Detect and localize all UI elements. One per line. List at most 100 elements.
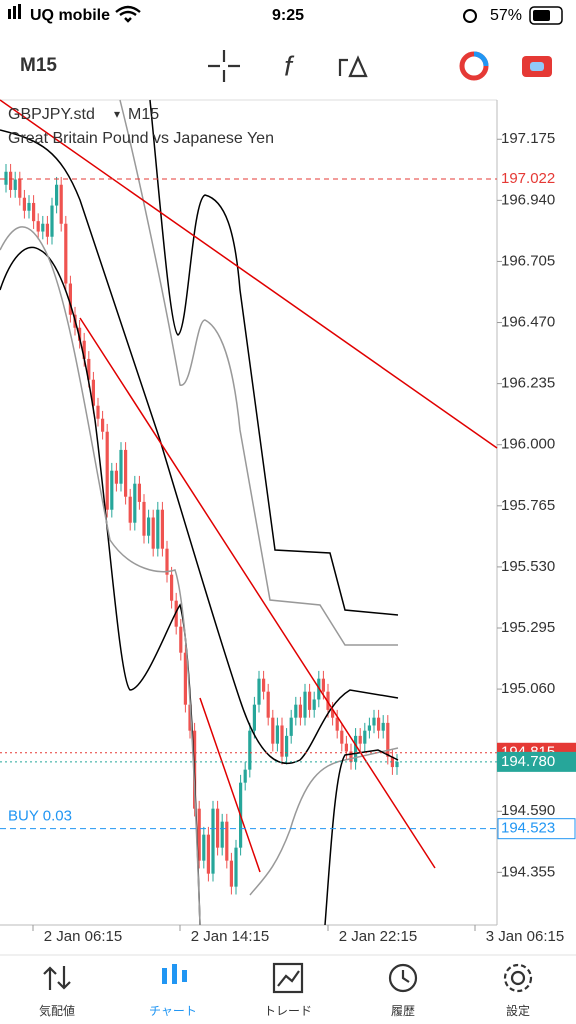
tab-label[interactable]: 履歴	[391, 1004, 415, 1018]
y-tick-label: 196.940	[501, 191, 555, 208]
tab-label[interactable]: チャート	[149, 1004, 197, 1018]
candle-body	[344, 743, 348, 752]
signal-icon	[13, 6, 16, 19]
quotes-icon	[43, 966, 71, 990]
candle-body	[137, 483, 141, 502]
candle-body	[211, 808, 215, 874]
candle-body	[225, 821, 229, 861]
candle-body	[133, 483, 137, 523]
candle-body	[367, 725, 371, 731]
candle-body	[220, 821, 224, 848]
trend-lines	[0, 99, 498, 873]
candle-body	[55, 184, 59, 206]
candle-body	[262, 678, 266, 692]
candle-body	[312, 699, 316, 710]
objects-button[interactable]	[338, 55, 368, 78]
candle-body	[234, 847, 238, 887]
trade-icon	[272, 962, 304, 994]
x-tick-label: 2 Jan 22:15	[339, 928, 417, 945]
tab-label[interactable]: 気配値	[39, 1003, 75, 1018]
candle-body	[142, 501, 146, 536]
candle-body	[331, 709, 335, 718]
x-tick-label: 2 Jan 14:15	[191, 928, 269, 945]
chart-icon	[162, 964, 187, 984]
position-label: BUY 0.03	[8, 808, 72, 825]
candle-body	[13, 179, 17, 190]
candle-body	[183, 652, 187, 705]
tab-label[interactable]: 設定	[506, 1003, 530, 1018]
candle-body	[216, 808, 220, 848]
battery-level: 57%	[490, 7, 522, 24]
settings-icon	[503, 963, 533, 993]
candle-body	[22, 197, 26, 211]
candle-body	[243, 769, 247, 783]
candle-body	[266, 691, 270, 718]
candle-body	[101, 418, 105, 432]
candles	[4, 163, 399, 895]
candle-body	[386, 722, 390, 757]
candle-body	[68, 283, 72, 315]
candle-body	[188, 704, 192, 731]
candle-body	[119, 449, 123, 484]
candle-body	[82, 340, 86, 359]
y-tick-label: 195.765	[501, 497, 555, 514]
candle-body	[372, 717, 376, 726]
y-tick-label: 195.060	[501, 680, 555, 697]
signal-icon	[18, 4, 21, 19]
account-button-accent	[530, 62, 544, 71]
crosshair-button[interactable]	[208, 50, 240, 82]
candle-body	[381, 722, 385, 731]
candle-body	[202, 834, 206, 861]
chart-symbol: GBPJPY.std	[8, 106, 95, 123]
candle-body	[110, 470, 114, 510]
price-label-border	[497, 818, 576, 840]
candle-body	[50, 205, 54, 237]
tab-label[interactable]: トレード	[264, 1004, 312, 1018]
y-tick-label: 194.355	[501, 863, 555, 880]
timeframe-button[interactable]: M15	[20, 55, 57, 76]
candle-body	[354, 735, 358, 762]
y-tick-label: 195.530	[501, 558, 555, 575]
y-tick-label: 196.470	[501, 313, 555, 330]
candle-body	[340, 730, 344, 744]
candle-body	[124, 449, 128, 497]
candle-body	[4, 171, 8, 185]
candle-body	[156, 509, 160, 549]
y-tick-label: 195.295	[501, 619, 555, 636]
candle-body	[36, 221, 40, 232]
candle-body	[147, 517, 151, 536]
indicators-button[interactable]: f	[284, 50, 295, 81]
bollinger-bands	[0, 99, 399, 926]
candle-body	[363, 730, 367, 744]
lock-icon	[463, 9, 477, 23]
y-tick-label: 196.000	[501, 436, 555, 453]
x-tick-label: 2 Jan 06:15	[44, 928, 122, 945]
price-line-label: 194.780	[501, 753, 555, 770]
y-tick-label: 194.590	[501, 802, 555, 819]
candle-body	[294, 704, 298, 718]
candle-body	[27, 202, 31, 211]
candle-body	[151, 517, 155, 549]
signal-icon	[8, 9, 11, 19]
candle-body	[257, 678, 261, 705]
candle-body	[252, 704, 256, 731]
clock: 9:25	[272, 7, 304, 24]
candle-body	[87, 358, 91, 380]
candle-body	[280, 725, 284, 757]
candle-body	[96, 405, 100, 419]
chart-timeframe: M15	[128, 106, 159, 123]
y-tick-label: 197.175	[501, 130, 555, 147]
wifi-icon	[115, 5, 141, 23]
trade-button-accent	[473, 51, 489, 67]
candle-body	[321, 678, 325, 692]
candle-body	[271, 717, 275, 744]
candle-body	[179, 626, 183, 653]
candle-body	[41, 223, 45, 232]
battery-fill	[533, 10, 550, 21]
candle-body	[395, 761, 399, 768]
history-icon	[388, 963, 418, 993]
candle-body	[289, 717, 293, 736]
carrier: UQ mobile	[30, 7, 110, 24]
candle-body	[275, 725, 279, 744]
